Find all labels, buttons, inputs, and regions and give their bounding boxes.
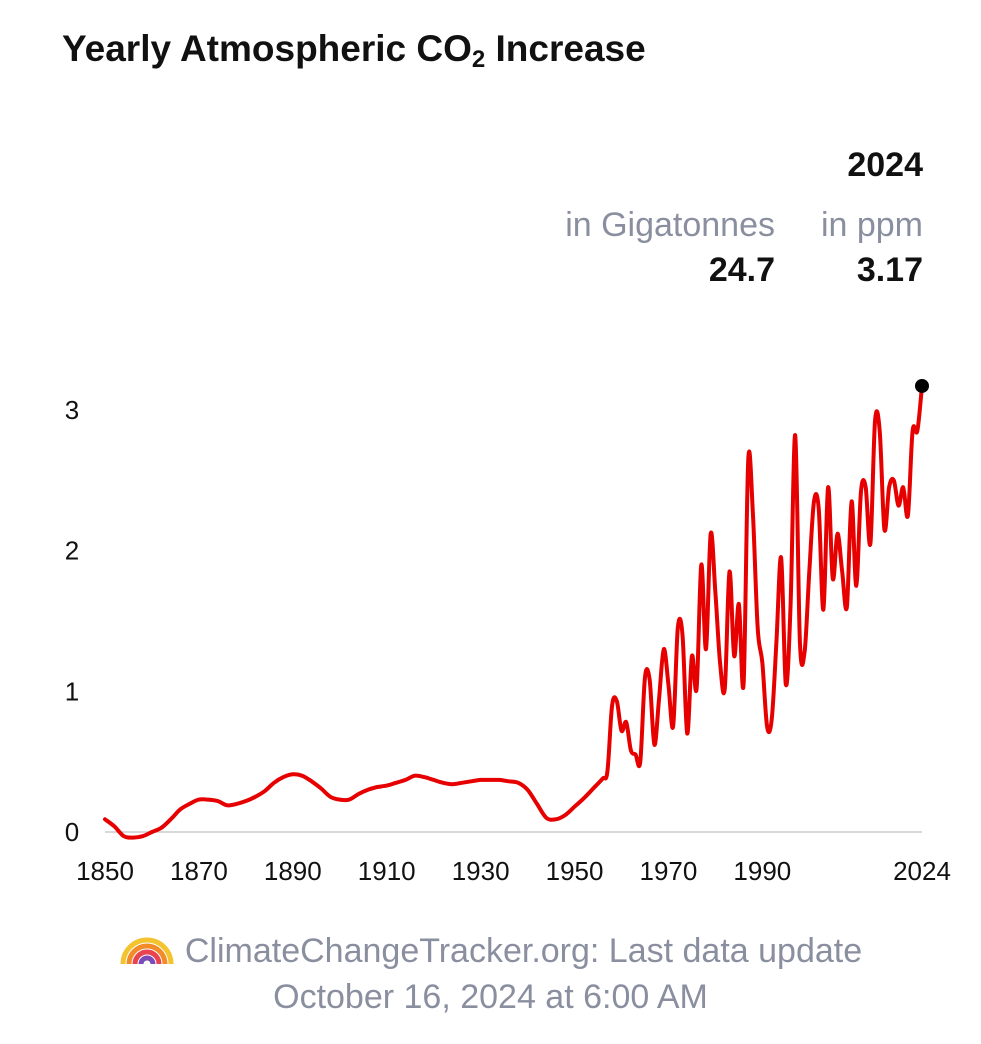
footer-line1-wrap: ClimateChangeTracker.org: Last data upda… xyxy=(0,928,981,974)
footer-update-time: October 16, 2024 at 6:00 AM xyxy=(273,978,708,1016)
stat-ppm: in ppm 3.17 xyxy=(821,206,923,290)
x-tick-label: 1870 xyxy=(170,856,228,886)
footer-source: ClimateChangeTracker.org: Last data upda… xyxy=(184,932,863,970)
stat-gigatonnes: in Gigatonnes 24.7 xyxy=(565,206,775,290)
x-tick-label: 2024 xyxy=(893,856,951,886)
stats-year: 2024 xyxy=(847,146,923,184)
co2-line-chart: 0 1 2 3 1850 1870 1890 1910 1930 1950 1970 1990 2024 xyxy=(65,378,951,886)
footer: ClimateChangeTracker.org: Last data upda… xyxy=(0,928,981,1020)
x-tick-label: 1930 xyxy=(452,856,510,886)
x-tick-label: 1850 xyxy=(76,856,134,886)
stat-gigatonnes-label: in Gigatonnes xyxy=(565,206,775,244)
x-tick-label: 1910 xyxy=(358,856,416,886)
latest-point-marker xyxy=(915,378,929,393)
rainbow-icon xyxy=(120,937,174,965)
y-tick-label: 2 xyxy=(65,536,79,566)
x-tick-label: 1990 xyxy=(733,856,791,886)
y-tick-label: 1 xyxy=(65,676,79,706)
x-tick-label: 1950 xyxy=(546,856,604,886)
y-tick-label: 0 xyxy=(65,817,79,847)
stat-ppm-value: 3.17 xyxy=(856,251,923,289)
x-tick-label: 1890 xyxy=(264,856,322,886)
y-tick-label: 3 xyxy=(65,395,79,425)
co2-series-line xyxy=(103,384,924,840)
stat-gigatonnes-value: 24.7 xyxy=(708,251,775,289)
x-tick-label: 1970 xyxy=(640,856,698,886)
stat-ppm-label: in ppm xyxy=(820,206,923,244)
chart-title: Yearly Atmospheric CO2 Increase xyxy=(62,28,646,73)
